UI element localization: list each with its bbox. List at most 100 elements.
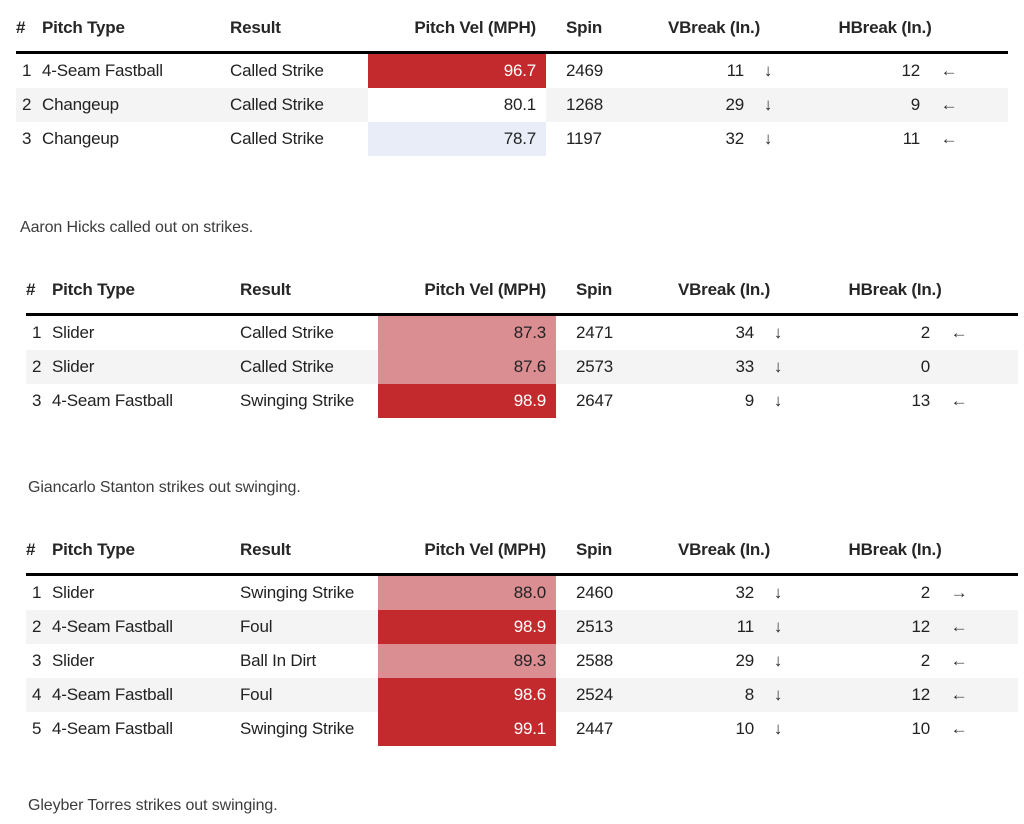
spin-rate: 2647 [576,391,614,410]
col-header-vbreak: VBreak (In.) [636,10,793,54]
col-header-velocity: Pitch Vel (MPH) [368,10,546,54]
pitch-number: 1 [32,583,42,602]
col-header-pitch-type: Pitch Type [42,10,230,54]
pitch-type: Slider [52,651,95,670]
spin-rate: 1197 [566,129,602,148]
pitch-velocity: 98.6 [378,678,556,712]
col-header-hbreak: HBreak (In.) [802,272,989,316]
pitch-result: Called Strike [230,129,324,148]
pitch-velocity: 99.1 [378,712,556,746]
pitch-velocity: 98.9 [378,384,556,418]
col-header-hbreak: HBreak (In.) [792,10,979,54]
pitch-number: 1 [22,61,32,80]
hbreak-value: 10 [911,719,931,738]
row-spacer [978,122,1008,156]
pitch-velocity: 98.9 [378,610,556,644]
at-bat-result-caption: Aaron Hicks called out on strikes. [20,219,254,236]
pitch-row: 2 Changeup Called Strike 80.1 1268 29 ↓ 9 ← [16,88,1009,122]
hbreak-arrow-icon: ← [950,617,968,636]
hbreak-arrow-icon: → [950,583,968,602]
spin-rate: 2471 [576,323,614,342]
spin-rate: 2447 [576,719,614,738]
table-header: # Pitch Type Result Pitch Vel (MPH) Spin… [26,532,1019,576]
vbreak-value: 29 [735,651,754,670]
at-bat-result-caption: Giancarlo Stanton strikes out swinging. [28,479,301,496]
pitch-result: Ball In Dirt [240,651,317,670]
vbreak-value: 9 [744,391,754,410]
vbreak-value: 11 [726,61,744,80]
pitch-type: 4-Seam Fastball [52,617,173,636]
pitch-type: Changeup [42,95,119,114]
col-header-spacer [988,272,1019,316]
hbreak-arrow-icon: ← [950,719,968,738]
hbreak-value: 2 [920,583,931,602]
pitch-table: # Pitch Type Result Pitch Vel (MPH) Spin… [26,272,1019,418]
hbreak-value: 13 [911,391,931,410]
pitch-number: 5 [32,719,42,738]
hbreak-value: 9 [910,95,921,114]
hbreak-arrow-icon [930,350,988,384]
pitch-row: 1 Slider Swinging Strike 88.0 2460 32 ↓ 2 → [26,574,1018,610]
pitch-number: 4 [32,685,42,704]
hbreak-value: 11 [902,129,921,148]
pitch-row: 5 4-Seam Fastball Swinging Strike 99.1 2447 1… [26,712,1018,746]
row-spacer [988,315,1018,351]
pitch-number: 1 [32,323,42,342]
pitch-result: Called Strike [230,95,324,114]
at-bat-table-1: # Pitch Type Result Pitch Vel (MPH) Spin… [16,10,1024,156]
pitch-velocity: 96.7 [368,52,546,88]
vbreak-arrow-icon: ↓ [773,323,783,342]
pitch-number: 2 [32,357,42,376]
pitch-row: 1 4-Seam Fastball Called Strike 96.7 2469 11 ↓… [16,52,1008,89]
col-header-result: Result [240,532,378,576]
pitch-result: Foul [240,617,273,636]
pitch-row: 3 Changeup Called Strike 78.7 1197 32 ↓ 11 ← [16,122,1008,156]
pitch-number: 3 [32,651,42,670]
vbreak-arrow-icon: ↓ [763,129,773,148]
pitch-result: Called Strike [230,61,324,80]
row-spacer [978,53,1008,89]
vbreak-arrow-icon: ↓ [773,719,783,738]
pitch-result: Called Strike [240,357,334,376]
table-header: # Pitch Type Result Pitch Vel (MPH) Spin… [16,10,1009,54]
pitch-table: # Pitch Type Result Pitch Vel (MPH) Spin… [16,10,1009,156]
vbreak-value: 11 [736,617,754,636]
col-header-spacer [988,532,1019,576]
spin-rate: 2573 [576,357,614,376]
table-header: # Pitch Type Result Pitch Vel (MPH) Spin… [26,272,1019,316]
col-header-velocity: Pitch Vel (MPH) [378,272,556,316]
vbreak-arrow-icon: ↓ [773,651,783,670]
pitch-result: Foul [240,685,273,704]
col-header-vbreak: VBreak (In.) [646,272,803,316]
row-spacer [988,350,1018,384]
hbreak-arrow-icon: ← [940,61,958,80]
pitch-row: 2 Slider Called Strike 87.6 2573 33 ↓ 0 [26,350,1019,384]
pitch-number: 3 [22,129,32,148]
col-header-pitch-type: Pitch Type [52,532,240,576]
hbreak-value: 12 [911,685,931,704]
vbreak-value: 32 [725,129,744,148]
vbreak-arrow-icon: ↓ [763,61,773,80]
vbreak-value: 29 [725,95,744,114]
table-body: 1 4-Seam Fastball Called Strike 96.7 2469 11 ↓… [16,52,1009,156]
row-spacer [988,644,1018,678]
col-header-spin: Spin [546,10,636,54]
vbreak-value: 8 [744,685,754,704]
pitch-type: 4-Seam Fastball [52,719,173,738]
vbreak-value: 10 [735,719,754,738]
hbreak-value: 12 [901,61,921,80]
pitch-result: Swinging Strike [240,391,355,410]
pitch-number: 2 [32,617,42,636]
hbreak-arrow-icon: ← [950,651,968,670]
vbreak-arrow-icon: ↓ [773,685,783,704]
pitch-velocity: 78.7 [368,122,546,156]
at-bat-table-2: # Pitch Type Result Pitch Vel (MPH) Spin… [26,272,1024,418]
vbreak-arrow-icon: ↓ [773,357,783,376]
col-header-spin: Spin [556,532,646,576]
pitch-type: 4-Seam Fastball [52,391,173,410]
spin-rate: 2524 [576,685,614,704]
col-header-result: Result [230,10,368,54]
hbreak-value: 2 [920,651,931,670]
row-spacer [988,610,1018,644]
pitch-velocity: 88.0 [378,574,556,610]
